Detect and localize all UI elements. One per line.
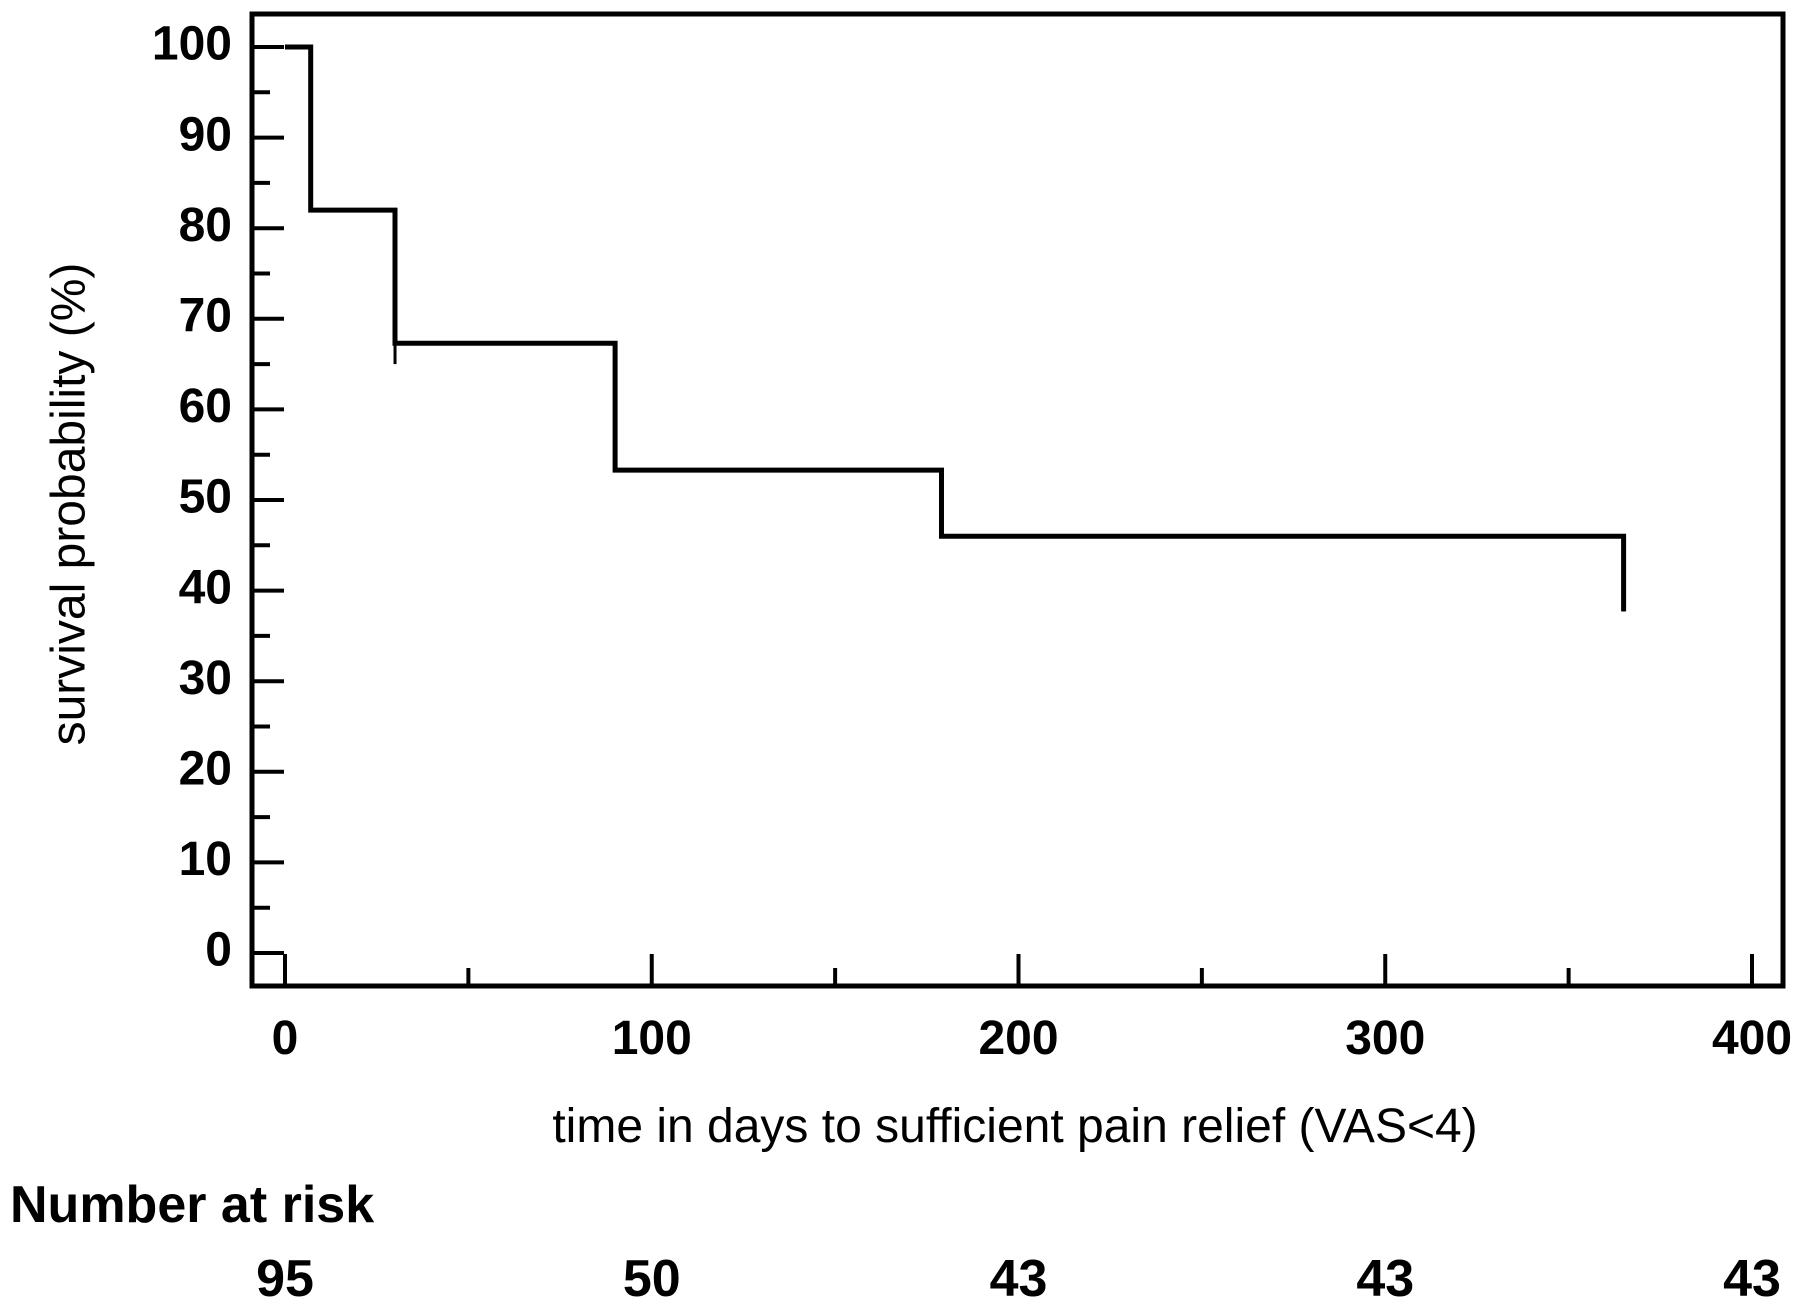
y-tick-label: 0 [205, 924, 232, 977]
y-tick-label: 90 [179, 108, 232, 161]
x-tick-label: 100 [612, 1012, 692, 1065]
risk-value: 50 [623, 1250, 681, 1308]
y-tick-label: 40 [179, 561, 232, 614]
x-tick-label: 0 [272, 1012, 299, 1065]
y-tick-label: 80 [179, 199, 232, 252]
risk-table-title: Number at risk [10, 1176, 374, 1234]
y-tick-label: 50 [179, 471, 232, 524]
risk-value: 95 [256, 1250, 314, 1308]
survival-curve-group [285, 44, 1627, 612]
x-tick-label: 300 [1345, 1012, 1425, 1065]
y-tick-label: 30 [179, 652, 232, 705]
y-tick-label: 100 [152, 18, 232, 71]
y-tick-label: 20 [179, 742, 232, 795]
x-tick-label: 200 [978, 1012, 1058, 1065]
x-tick-label: 400 [1712, 1012, 1792, 1065]
x-axis-title: time in days to sufficient pain relief (… [552, 1100, 1477, 1153]
plot-frame [249, 11, 1786, 989]
y-axis-title: survival probability (%) [43, 263, 96, 746]
risk-value: 43 [1356, 1250, 1414, 1308]
y-tick-label: 10 [179, 833, 232, 886]
x-axis-ticks: 0 100 200 300 400 [272, 954, 1792, 1065]
y-axis-ticks: 0 10 20 30 40 50 60 70 80 90 100 [152, 18, 284, 977]
risk-value: 43 [1723, 1250, 1781, 1308]
y-tick-label: 70 [179, 289, 232, 342]
risk-value: 43 [990, 1250, 1048, 1308]
risk-table-values: 95 50 43 43 43 [256, 1250, 1781, 1308]
y-tick-label: 60 [179, 380, 232, 433]
survival-curve-line [285, 44, 1627, 612]
